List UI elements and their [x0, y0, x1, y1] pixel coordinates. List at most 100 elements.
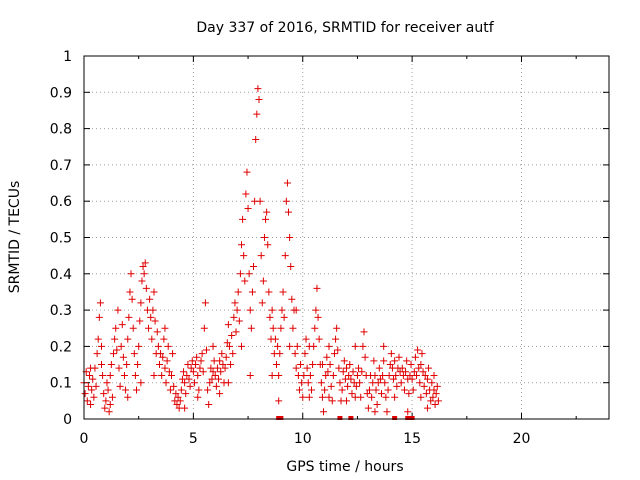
data-point [235, 317, 243, 325]
zero-point [348, 416, 354, 420]
data-point [417, 361, 425, 369]
data-point [252, 135, 260, 143]
data-point [277, 324, 285, 332]
data-point [206, 379, 214, 387]
data-point [370, 357, 378, 365]
data-point [286, 234, 294, 241]
data-point [186, 382, 194, 390]
data-point [287, 263, 295, 271]
data-point [138, 277, 146, 285]
data-point [148, 335, 156, 343]
data-point [122, 386, 130, 394]
data-point [247, 324, 255, 332]
data-point [313, 284, 321, 292]
data-point [283, 179, 291, 187]
data-point [266, 313, 274, 321]
data-point [414, 346, 422, 354]
data-point [376, 375, 384, 383]
data-point [155, 361, 163, 369]
data-point [300, 371, 308, 379]
data-point [276, 350, 284, 358]
data-point [329, 371, 337, 379]
data-point [413, 371, 420, 379]
data-point [100, 390, 108, 398]
data-point [381, 379, 389, 387]
data-point [238, 241, 245, 249]
data-point [343, 397, 350, 405]
data-point [124, 393, 132, 401]
data-point [285, 208, 293, 216]
data-point [279, 288, 287, 296]
data-point [407, 361, 415, 369]
data-point [269, 324, 277, 332]
data-point [363, 390, 371, 398]
data-point [262, 215, 270, 223]
y-tick-label: 0.6 [50, 194, 72, 210]
data-point [192, 361, 200, 369]
data-point [96, 299, 104, 307]
zero-point [278, 416, 284, 420]
data-point [292, 364, 300, 372]
data-point [317, 379, 325, 387]
data-point [113, 346, 121, 354]
data-point [340, 357, 348, 365]
data-point [88, 386, 96, 394]
y-tick-label: 0.4 [50, 267, 72, 283]
data-point [415, 364, 423, 372]
data-point [188, 357, 196, 365]
data-point [378, 390, 385, 398]
data-point [161, 324, 169, 332]
data-point [430, 371, 438, 379]
data-point [212, 382, 220, 390]
data-point [154, 342, 162, 350]
data-point [213, 364, 221, 372]
data-point [168, 371, 175, 379]
data-point [224, 379, 232, 387]
y-tick-label: 1 [63, 49, 72, 65]
data-point [371, 408, 379, 416]
data-point [190, 379, 198, 387]
data-point [203, 346, 210, 354]
data-point [397, 379, 405, 387]
data-point [432, 390, 440, 398]
data-point [117, 342, 125, 350]
data-point [83, 397, 91, 405]
data-point [118, 321, 126, 329]
data-point [182, 390, 190, 398]
data-point [345, 371, 353, 379]
data-point [232, 328, 240, 336]
data-point [223, 339, 231, 347]
data-point [227, 361, 235, 369]
data-point [289, 324, 297, 332]
data-point [420, 382, 428, 390]
data-point [306, 371, 314, 379]
data-point [204, 386, 212, 394]
data-point [150, 288, 158, 296]
data-point [260, 234, 268, 241]
data-point [209, 342, 217, 350]
x-tick-label: 20 [513, 431, 531, 447]
y-tick-label: 0.5 [50, 231, 72, 247]
data-point [271, 335, 279, 343]
data-point [137, 379, 145, 387]
data-point [400, 386, 408, 394]
y-tick-labels: 0 0.1 0.2 0.3 0.4 0.5 0.6 0.7 0.8 0.9 1 [50, 49, 72, 428]
data-point [352, 382, 360, 390]
data-point [301, 350, 309, 358]
data-point [123, 361, 131, 369]
data-point [418, 350, 426, 358]
data-point [184, 361, 192, 369]
y-tick-label: 0.8 [50, 122, 72, 138]
data-point [219, 361, 227, 369]
data-point [325, 393, 333, 401]
data-point [218, 350, 226, 358]
data-point [207, 364, 215, 372]
data-point [234, 288, 242, 296]
data-point [110, 350, 118, 358]
data-point [360, 328, 368, 336]
data-point [431, 400, 439, 408]
data-point [386, 361, 394, 369]
data-point [297, 361, 305, 369]
data-point [238, 342, 245, 350]
data-point [131, 371, 139, 379]
